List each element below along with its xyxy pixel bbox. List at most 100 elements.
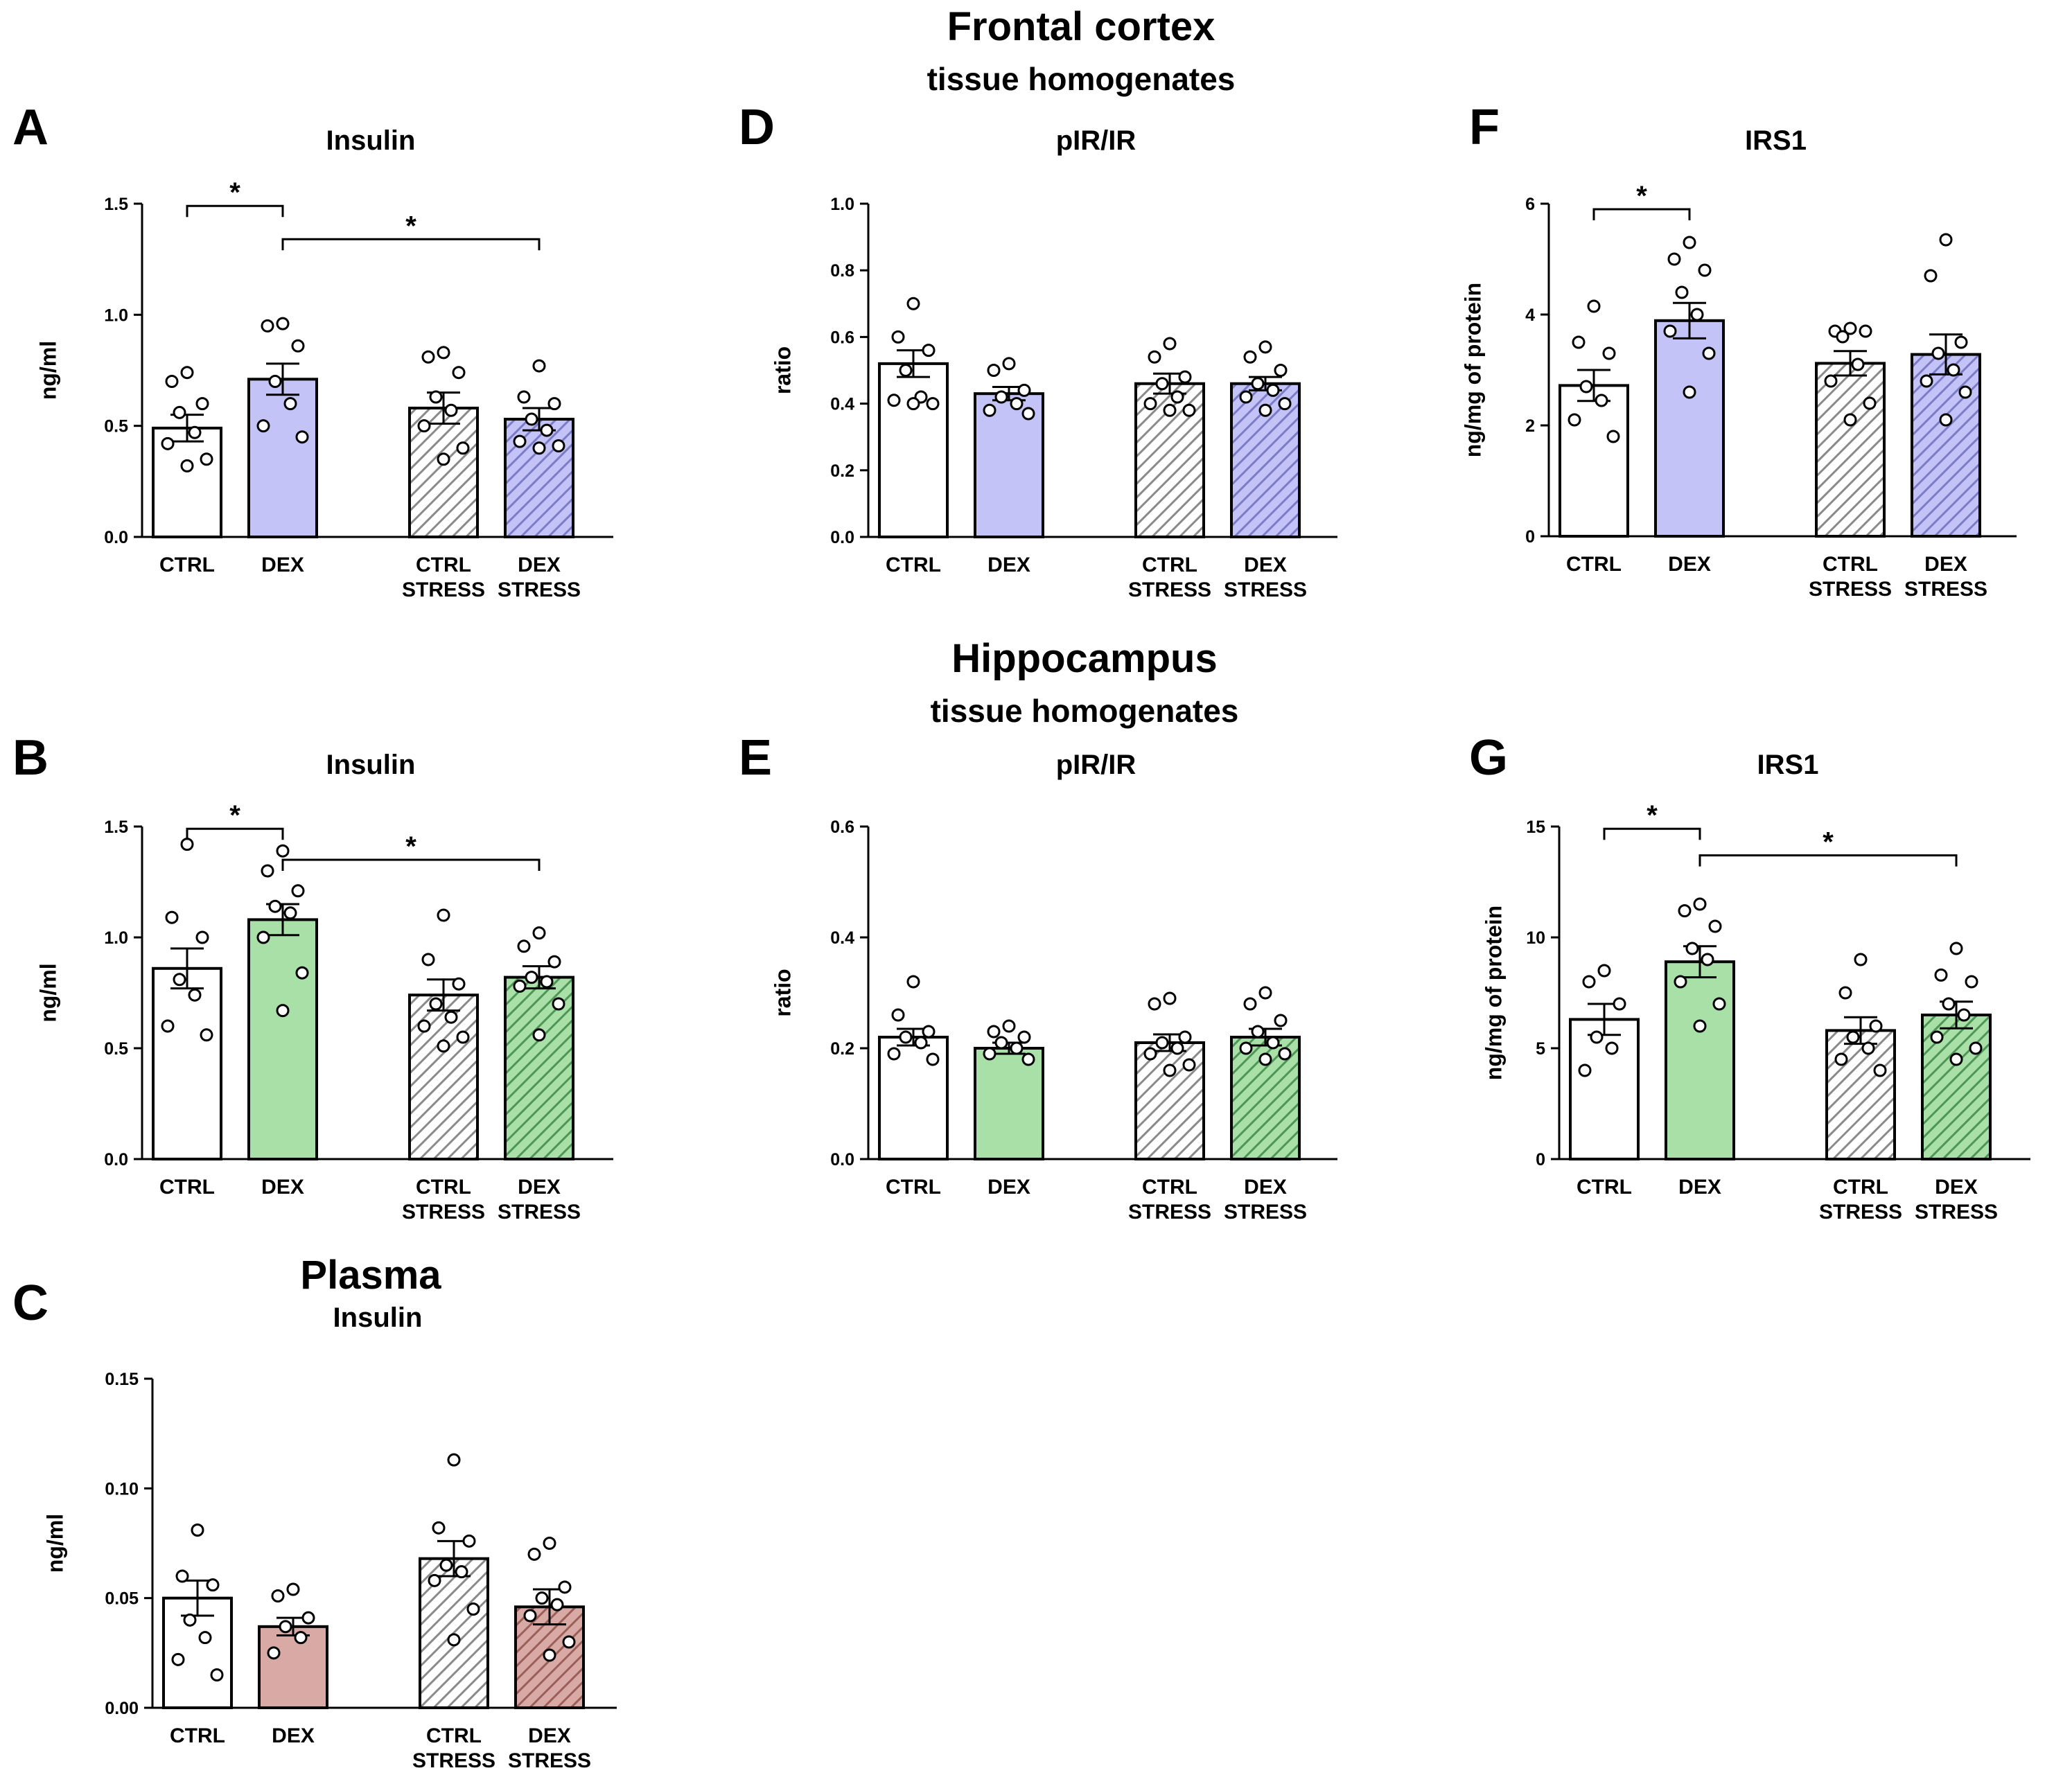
panel-a: A Insulin ng/ml 0.0 0.5 1.0 1.5 CTRL DEX CTRL STRE… — [12, 100, 613, 601]
data-point-c — [543, 1648, 556, 1662]
panel-letter-g: G — [1469, 730, 1508, 786]
data-point-b — [261, 864, 274, 878]
chart-title-b: Insulin — [326, 750, 416, 780]
data-point-d — [906, 397, 920, 411]
data-point-b — [291, 884, 305, 898]
data-point-f — [1683, 385, 1696, 399]
y-tick-label-b: 0.0 — [104, 1150, 128, 1169]
data-point-f — [1587, 299, 1601, 313]
data-point-e — [983, 1047, 997, 1061]
data-point-e — [899, 1030, 913, 1044]
y-axis-label-g: ng/mg of protein — [1481, 906, 1506, 1080]
data-point-g — [1605, 1041, 1619, 1055]
x-tick-label-d: STRESS — [1128, 579, 1211, 601]
data-point-e — [1278, 1047, 1292, 1061]
data-point-e — [1178, 1030, 1192, 1044]
data-point-b — [295, 966, 309, 980]
y-tick-label-a: 1.5 — [104, 195, 128, 214]
significance-label-a: * — [229, 177, 240, 208]
significance-bracket-g — [1698, 854, 1958, 867]
x-tick-label-g: DEX — [1678, 1176, 1721, 1199]
data-point-g — [1693, 897, 1707, 911]
x-tick-label-c: DEX — [528, 1724, 571, 1747]
data-point-g — [1712, 997, 1726, 1011]
x-tick-label-d: CTRL — [886, 554, 941, 576]
data-point-a — [195, 397, 209, 411]
data-point-e — [1258, 1052, 1272, 1066]
data-point-d — [891, 330, 905, 344]
data-point-a — [283, 397, 297, 411]
data-point-b — [437, 1039, 450, 1053]
data-point-b — [276, 1004, 290, 1018]
data-point-f — [1843, 321, 1857, 335]
significance-bracket-f — [1592, 208, 1691, 220]
y-tick-label-d: 0.6 — [830, 328, 854, 347]
data-point-b — [283, 906, 297, 920]
hippocampus-subtitle: tissue homogenates — [931, 693, 1239, 729]
data-point-a — [532, 359, 546, 373]
x-tick-label-e: STRESS — [1224, 1201, 1307, 1224]
x-tick-label-c: STRESS — [508, 1749, 591, 1772]
data-point-b — [188, 988, 202, 1002]
data-point-c — [210, 1668, 224, 1681]
data-point-c — [558, 1580, 572, 1594]
data-point-c — [171, 1652, 185, 1666]
significance-label-b: * — [229, 800, 240, 831]
significance-label-f: * — [1636, 181, 1647, 211]
data-point-c — [271, 1589, 285, 1602]
data-point-e — [891, 1008, 905, 1022]
data-point-d — [906, 297, 920, 310]
data-point-f — [1836, 330, 1850, 344]
y-tick-label-e: 0.4 — [830, 928, 854, 948]
data-point-f — [1602, 346, 1616, 360]
x-tick-label-c: STRESS — [412, 1749, 495, 1772]
data-point-a — [437, 452, 450, 466]
y-tick-label-c: 0.05 — [105, 1589, 139, 1609]
x-tick-label-e: CTRL — [886, 1176, 941, 1199]
data-point-c — [183, 1613, 197, 1627]
data-point-c — [206, 1578, 220, 1592]
data-point-b — [525, 971, 538, 984]
bar-d-1 — [878, 362, 949, 538]
data-point-b — [200, 1028, 213, 1042]
x-tick-label-b: CTRL — [416, 1176, 471, 1199]
significance-bracket-a — [281, 238, 541, 251]
bar-b-3 — [408, 993, 479, 1160]
x-tick-label-e: STRESS — [1128, 1201, 1211, 1224]
data-point-b — [256, 930, 270, 944]
data-point-g — [1674, 975, 1687, 989]
data-point-e — [926, 1052, 940, 1066]
data-point-e — [1239, 1041, 1253, 1055]
data-point-b — [540, 975, 554, 989]
data-point-f — [1931, 346, 1945, 360]
y-tick-label-f: 4 — [1525, 306, 1535, 325]
data-point-d — [1258, 340, 1272, 354]
data-point-c — [432, 1521, 446, 1535]
data-point-f — [1863, 396, 1877, 410]
data-point-g — [1597, 964, 1611, 978]
data-point-b — [456, 1030, 470, 1044]
data-point-g — [1613, 997, 1626, 1011]
bar-b-2 — [247, 918, 318, 1161]
y-tick-label-d: 0.0 — [830, 528, 854, 547]
data-point-g — [1846, 1030, 1860, 1044]
data-point-b — [161, 1019, 175, 1033]
data-point-e — [1148, 997, 1161, 1011]
bar-c-2 — [258, 1625, 328, 1709]
data-point-c — [462, 1534, 476, 1548]
data-point-a — [532, 441, 546, 455]
data-point-b — [276, 844, 290, 858]
x-tick-label-a: STRESS — [402, 579, 485, 601]
data-point-c — [279, 1620, 292, 1634]
data-point-d — [887, 394, 901, 407]
data-point-c — [543, 1537, 556, 1550]
y-tick-label-a: 0.5 — [104, 417, 128, 436]
x-tick-label-f: STRESS — [1809, 578, 1892, 601]
x-tick-label-f: DEX — [1924, 553, 1967, 576]
data-point-a — [513, 434, 527, 448]
data-point-d — [1143, 397, 1157, 411]
significance-label-g: * — [1647, 800, 1658, 831]
panel-letter-c: C — [12, 1275, 49, 1331]
y-tick-label-g: 15 — [1526, 818, 1545, 837]
